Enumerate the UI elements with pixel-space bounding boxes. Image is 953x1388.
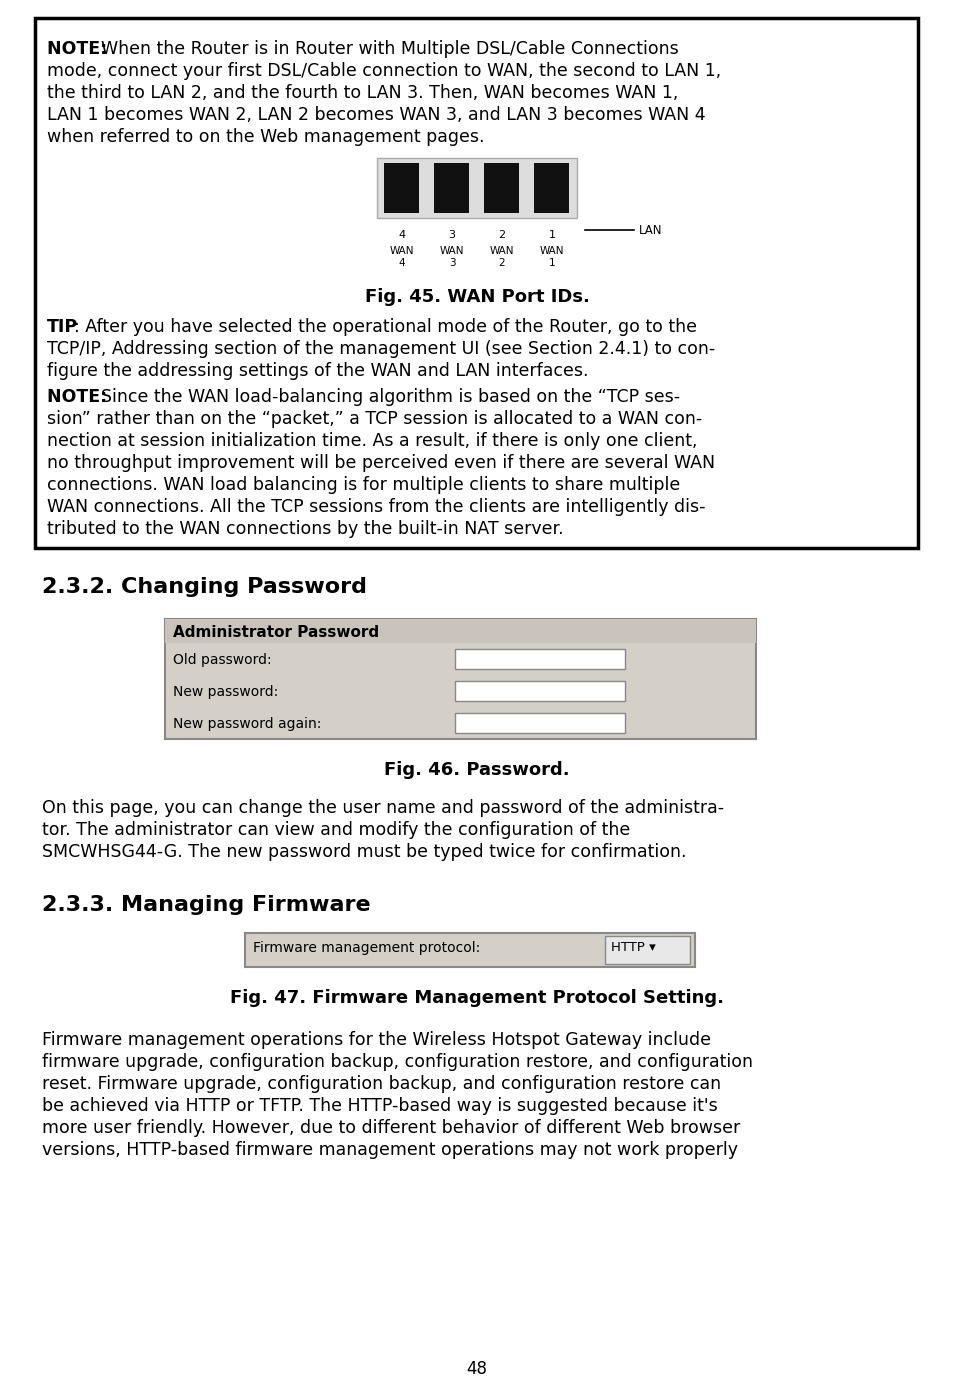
Text: tributed to the WAN connections by the built-in NAT server.: tributed to the WAN connections by the b… [47, 520, 563, 539]
Bar [434, 162, 469, 212]
Text: LAN 1 becomes WAN 2, LAN 2 becomes WAN 3, and LAN 3 becomes WAN 4: LAN 1 becomes WAN 2, LAN 2 becomes WAN 3… [47, 105, 705, 124]
Text: mode, connect your first DSL/Cable connection to WAN, the second to LAN 1,: mode, connect your first DSL/Cable conne… [47, 62, 720, 81]
Text: sion” rather than on the “packet,” a TCP session is allocated to a WAN con-: sion” rather than on the “packet,” a TCP… [47, 409, 701, 428]
Text: Administrator Password: Administrator Password [172, 625, 378, 640]
Text: versions, HTTP-based firmware management operations may not work properly: versions, HTTP-based firmware management… [42, 1141, 738, 1159]
Text: Fig. 47. Firmware Management Protocol Setting.: Fig. 47. Firmware Management Protocol Se… [230, 990, 723, 1008]
Text: Since the WAN load-balancing algorithm is based on the “TCP ses-: Since the WAN load-balancing algorithm i… [101, 389, 679, 407]
Text: Firmware management protocol:: Firmware management protocol: [253, 941, 479, 955]
Bar [455, 713, 624, 733]
Bar [35, 18, 917, 548]
Text: reset. Firmware upgrade, configuration backup, and configuration restore can: reset. Firmware upgrade, configuration b… [42, 1074, 720, 1092]
Text: TIP: TIP [47, 318, 78, 336]
Text: 2.3.2. Changing Password: 2.3.2. Changing Password [42, 577, 367, 597]
Text: 4: 4 [398, 230, 405, 240]
Text: HTTP ▾: HTTP ▾ [610, 941, 655, 954]
Text: Old password:: Old password: [172, 652, 272, 668]
Bar [534, 162, 569, 212]
Bar [455, 682, 624, 701]
Text: 48: 48 [466, 1360, 487, 1378]
Text: connections. WAN load balancing is for multiple clients to share multiple: connections. WAN load balancing is for m… [47, 476, 679, 494]
Bar [245, 933, 695, 967]
Text: 1: 1 [548, 230, 555, 240]
Text: 2: 2 [497, 230, 505, 240]
Text: 3: 3 [448, 230, 455, 240]
Text: WAN
2: WAN 2 [489, 246, 514, 268]
Text: When the Router is in Router with Multiple DSL/Cable Connections: When the Router is in Router with Multip… [101, 40, 678, 58]
Bar [384, 162, 419, 212]
Bar [165, 619, 755, 643]
Text: Fig. 46. Password.: Fig. 46. Password. [384, 761, 569, 779]
Bar [376, 158, 577, 218]
Text: be achieved via HTTP or TFTP. The HTTP-based way is suggested because it's: be achieved via HTTP or TFTP. The HTTP-b… [42, 1097, 717, 1115]
Text: LAN: LAN [639, 223, 661, 236]
Text: WAN
4: WAN 4 [390, 246, 414, 268]
Text: SMCWHSG44-G. The new password must be typed twice for confirmation.: SMCWHSG44-G. The new password must be ty… [42, 843, 686, 861]
Text: when referred to on the Web management pages.: when referred to on the Web management p… [47, 128, 484, 146]
Text: NOTE:: NOTE: [47, 40, 113, 58]
Text: 2.3.3. Managing Firmware: 2.3.3. Managing Firmware [42, 895, 370, 915]
Text: Firmware management operations for the Wireless Hotspot Gateway include: Firmware management operations for the W… [42, 1031, 710, 1049]
Text: firmware upgrade, configuration backup, configuration restore, and configuration: firmware upgrade, configuration backup, … [42, 1053, 752, 1072]
Text: On this page, you can change the user name and password of the administra-: On this page, you can change the user na… [42, 799, 723, 818]
Text: Fig. 45. WAN Port IDs.: Fig. 45. WAN Port IDs. [364, 287, 589, 305]
Text: : After you have selected the operational mode of the Router, go to the: : After you have selected the operationa… [74, 318, 697, 336]
Text: figure the addressing settings of the WAN and LAN interfaces.: figure the addressing settings of the WA… [47, 362, 588, 380]
Text: no throughput improvement will be perceived even if there are several WAN: no throughput improvement will be percei… [47, 454, 715, 472]
Text: NOTE:: NOTE: [47, 389, 113, 407]
Text: WAN connections. All the TCP sessions from the clients are intelligently dis-: WAN connections. All the TCP sessions fr… [47, 498, 705, 516]
Bar [165, 619, 755, 738]
Text: New password again:: New password again: [172, 718, 321, 731]
Text: WAN
1: WAN 1 [539, 246, 563, 268]
Text: tor. The administrator can view and modify the configuration of the: tor. The administrator can view and modi… [42, 820, 630, 838]
Text: more user friendly. However, due to different behavior of different Web browser: more user friendly. However, due to diff… [42, 1119, 740, 1137]
Text: the third to LAN 2, and the fourth to LAN 3. Then, WAN becomes WAN 1,: the third to LAN 2, and the fourth to LA… [47, 85, 678, 101]
Text: WAN
3: WAN 3 [439, 246, 464, 268]
Bar [484, 162, 519, 212]
Bar [604, 936, 689, 965]
Text: nection at session initialization time. As a result, if there is only one client: nection at session initialization time. … [47, 432, 697, 450]
Text: TCP/IP, Addressing section of the management UI (see Section 2.4.1) to con-: TCP/IP, Addressing section of the manage… [47, 340, 715, 358]
Bar [455, 650, 624, 669]
Text: New password:: New password: [172, 686, 278, 700]
